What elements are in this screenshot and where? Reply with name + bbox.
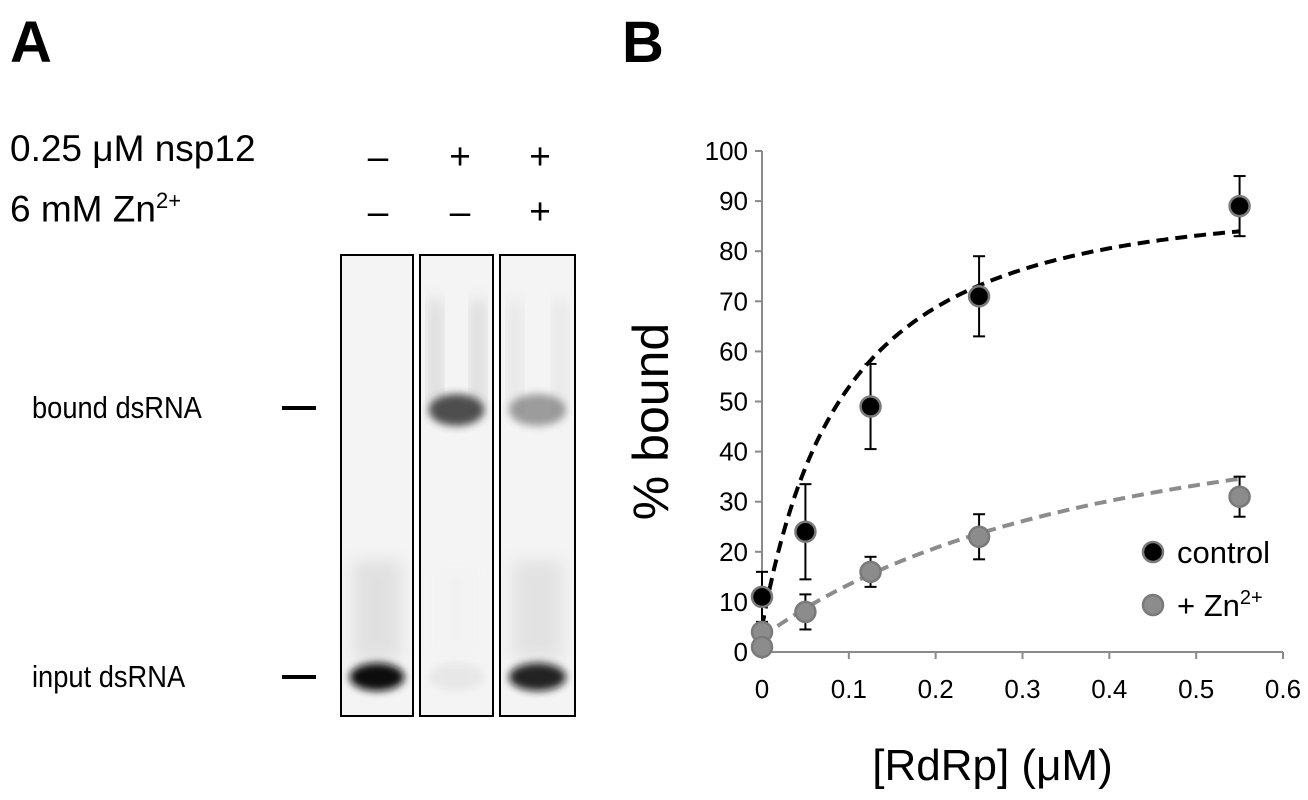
smear-right [473,300,483,410]
marker [967,285,991,308]
data-point-control [750,570,774,623]
bound-band [428,394,485,426]
fit-curve-zinc [760,476,1240,639]
data-point-zinc [967,513,991,561]
y-tick-label: 30 [719,487,748,517]
legend-label-text: + Zn [1177,588,1240,623]
x-tick-label: 0.5 [1178,674,1214,704]
y-tick-label: 100 [705,136,748,166]
y-tick-label: 10 [719,587,748,617]
gel-lane-border [340,254,414,717]
legend-item-control: control [1141,535,1270,570]
x-tick-label: 0.6 [1265,674,1301,704]
legend-marker [1141,593,1165,617]
data-point-control [794,483,817,581]
x-tick-label: 0.4 [1091,674,1127,704]
bound-band-marker [282,406,316,410]
condition-zinc-superscript: 2+ [155,188,182,213]
gel-image [340,254,576,717]
input-smear [353,560,401,660]
lane3-zinc-sign: + [529,191,551,232]
legend-label-text: control [1177,535,1270,570]
data-point-zinc [794,593,817,631]
legend-label: control [1177,535,1270,570]
y-tick-label: 40 [719,437,748,467]
input-smear [512,560,563,660]
data-point-zinc [1228,475,1251,518]
lane3-nsp12-sign: + [529,136,551,177]
marker [1228,485,1251,508]
lane1-nsp12-sign: – [367,136,389,177]
bound-dsrna-label: bound dsRNA [32,390,202,425]
lane2-nsp12-sign: + [449,136,471,177]
x-tick-label: 0 [755,674,769,704]
y-tick-label: 60 [719,336,748,366]
x-tick-label: 0.3 [1004,674,1040,704]
marker [750,585,774,609]
bound-band [509,394,566,426]
marker [859,395,882,418]
condition-zinc-label: 6 mM Zn2+ [10,188,182,230]
fit-curve-control [760,229,1240,628]
smear-right [555,300,565,410]
gel-lane-border [419,254,494,717]
input-band-marker [282,675,316,679]
condition-nsp12-label: 0.25 μM nsp12 [10,128,256,169]
input-band [509,663,566,691]
x-axis-title: [RdRp] (μM) [872,741,1112,790]
lane1-zinc-sign: – [367,191,389,232]
panel-a-letter: A [10,10,52,75]
y-tick-label: 0 [734,637,748,667]
marker [967,525,991,549]
smear-left [510,300,520,410]
y-tick-label: 90 [719,186,748,216]
marker [1228,194,1251,218]
data-point-zinc-extra [750,635,774,659]
input-band [349,663,405,691]
marker [859,560,882,584]
y-tick-label: 80 [719,236,748,266]
input-band [428,663,485,691]
panel-b-letter: B [622,10,664,75]
marker [794,600,817,624]
gel-lane-2 [419,254,494,717]
gel-lane-border [499,254,576,717]
smear-left [430,300,440,410]
x-tick-label: 0.1 [831,674,867,704]
marker [794,520,817,544]
legend-item-zinc: + Zn2+ [1141,587,1263,623]
y-axis-title: % bound [623,323,679,520]
lane2-zinc-sign: – [449,191,471,232]
data-point-control [859,362,882,451]
data-point-zinc [859,555,882,588]
y-tick-label: 70 [719,286,748,316]
legend-marker [1141,540,1165,564]
data-point-control [1228,175,1251,238]
legend-label-superscript: 2+ [1240,587,1263,609]
condition-zinc-text: 6 mM Zn [10,188,156,230]
x-tick-label: 0.2 [918,674,954,704]
legend-label: + Zn2+ [1177,587,1263,623]
gel-lane-3 [499,254,576,717]
gel-lane-1 [340,254,414,717]
data-point-control [967,255,991,338]
input-dsrna-label: input dsRNA [32,659,186,694]
y-tick-label: 50 [719,387,748,417]
y-tick-label: 20 [719,537,748,567]
